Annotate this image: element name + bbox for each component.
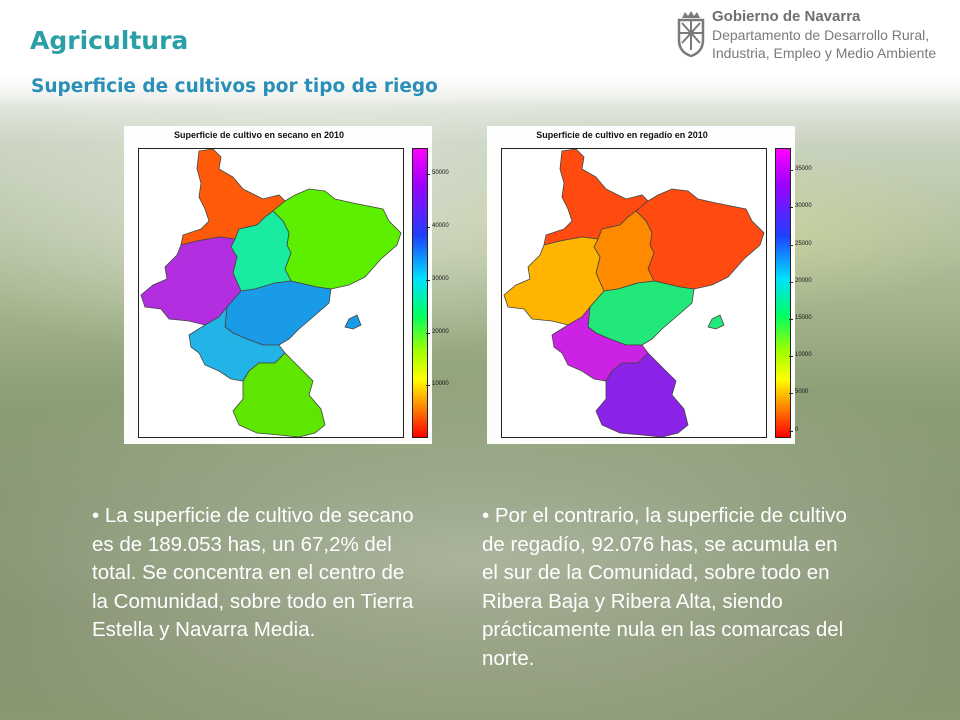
paragraph-regadio: • Por el contrario, la superficie de cul… bbox=[482, 504, 847, 670]
logo-text: Gobierno de Navarra Departamento de Desa… bbox=[712, 8, 936, 62]
legend-tick-label: 20000 bbox=[789, 277, 812, 284]
legend-tick-label: 5000 bbox=[788, 389, 809, 396]
map-title-regadio: Superficie de cultivo en regadío en 2010 bbox=[536, 130, 708, 140]
legend-tick-label: 10000 bbox=[426, 381, 449, 388]
region-south bbox=[232, 352, 326, 437]
map-frame bbox=[501, 148, 767, 438]
logo-line-3: Industria, Empleo y Medio Ambiente bbox=[712, 45, 937, 61]
navarra-map-regadio bbox=[503, 149, 765, 437]
page-subtitle: Superficie de cultivos por tipo de riego bbox=[31, 76, 438, 97]
legend-tick-label: 40000 bbox=[426, 223, 449, 230]
paragraph-secano: • La superficie de cultivo de secano es … bbox=[92, 504, 414, 641]
region-exclave bbox=[344, 314, 362, 330]
region-northeast bbox=[272, 188, 402, 290]
logo-line-2: Departamento de Desarrollo Rural, bbox=[712, 27, 930, 43]
map-title-secano: Superficie de cultivo en secano en 2010 bbox=[173, 130, 345, 140]
page-title: Agricultura bbox=[30, 26, 189, 55]
logo-line-1: Gobierno de Navarra bbox=[712, 8, 861, 25]
government-logo: Gobierno de Navarra Departamento de Desa… bbox=[676, 8, 956, 70]
region-northeast bbox=[635, 188, 765, 290]
color-legend bbox=[412, 148, 428, 438]
legend-tick-label: 25000 bbox=[789, 240, 812, 247]
header-band bbox=[0, 0, 960, 108]
map-regadio: Superficie de cultivo en regadío en 2010… bbox=[487, 126, 812, 444]
legend-tick-label: 0 bbox=[788, 426, 799, 433]
legend-tick-label: 10000 bbox=[789, 352, 812, 359]
legend-tick-label: 20000 bbox=[426, 328, 449, 335]
region-south bbox=[595, 352, 689, 437]
region-exclave bbox=[707, 314, 725, 330]
legend-tick-label: 35000 bbox=[789, 166, 812, 173]
legend-tick-label: 30000 bbox=[426, 275, 449, 282]
navarra-coat-of-arms-icon bbox=[677, 11, 705, 58]
legend-tick-label: 15000 bbox=[789, 315, 812, 322]
map-frame bbox=[138, 148, 404, 438]
legend-tick-label: 30000 bbox=[789, 203, 812, 210]
navarra-map-secano bbox=[140, 149, 402, 437]
color-legend bbox=[775, 148, 791, 438]
map-secano: Superficie de cultivo en secano en 2010 … bbox=[124, 126, 449, 444]
legend-tick-label: 50000 bbox=[426, 170, 449, 177]
